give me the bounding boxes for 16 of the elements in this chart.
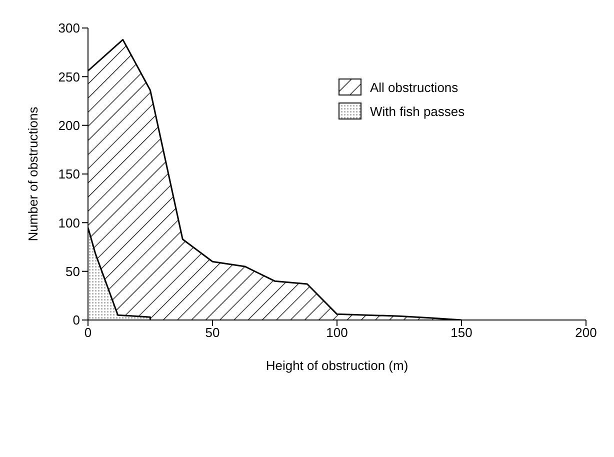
x-axis-title: Height of obstruction (m) (266, 358, 408, 373)
y-tick-label: 150 (58, 166, 80, 182)
y-tick-label: 0 (72, 312, 80, 328)
x-tick-label: 50 (205, 325, 220, 340)
y-axis-title: Number of obstructions (26, 106, 41, 242)
legend-label: All obstructions (370, 80, 458, 94)
x-tick-label: 200 (575, 325, 597, 340)
y-tick-label: 200 (58, 118, 80, 133)
x-tick-label: 0 (84, 325, 92, 340)
y-tick-label: 100 (58, 215, 80, 230)
y-tick-label: 300 (58, 20, 80, 36)
x-tick-label: 100 (326, 325, 348, 340)
y-tick-label: 50 (66, 264, 80, 279)
legend-label: With fish passes (370, 104, 465, 118)
x-tick-label: 150 (450, 325, 472, 340)
y-tick-label: 250 (58, 69, 80, 84)
